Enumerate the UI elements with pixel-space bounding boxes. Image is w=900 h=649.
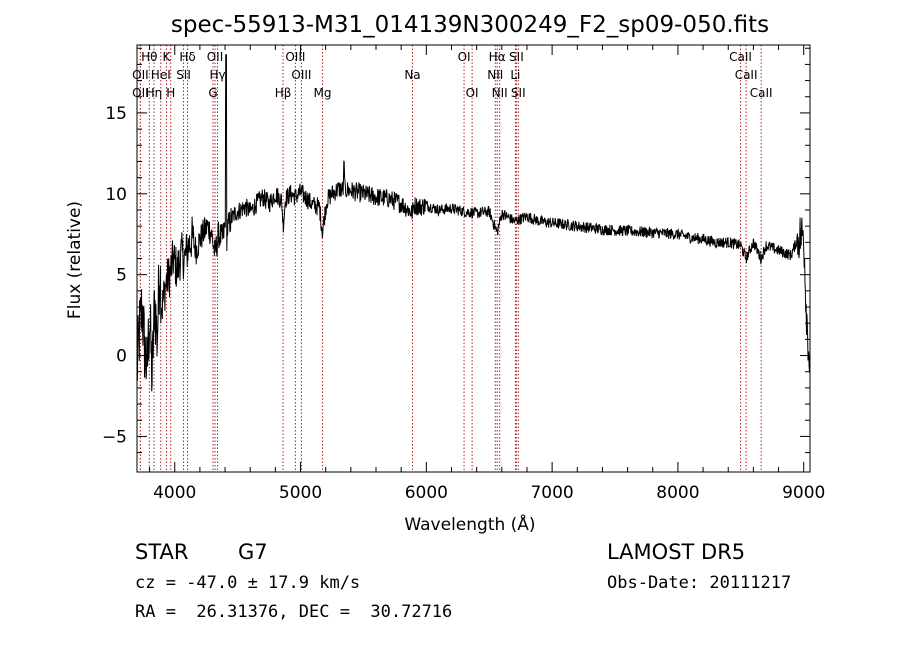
line-label-12: Hγ (209, 68, 225, 82)
y-tick-label-1: 0 (116, 347, 127, 367)
y-tick-label-3: 10 (105, 185, 127, 205)
cz-label: cz = -47.0 ± 17.9 km/s (135, 573, 361, 593)
line-label-18: OII (132, 86, 149, 100)
line-label-22: Hβ (275, 86, 292, 100)
spectrum-line (136, 54, 811, 392)
line-label-25: NII (492, 86, 508, 100)
line-label-21: G (208, 86, 217, 100)
line-label-0: Hθ (141, 50, 157, 64)
y-tick-label-2: 5 (116, 266, 127, 286)
survey-label: LAMOST DR5 (607, 540, 746, 564)
x-tick-label-3: 7000 (530, 483, 573, 503)
class-label: STAR (135, 540, 189, 564)
y-axis-label: Flux (relative) (65, 201, 85, 319)
line-label-23: Mg (314, 86, 332, 100)
line-label-3: OII (207, 50, 224, 64)
line-label-8: CaII (729, 50, 752, 64)
line-label-6: Hα (489, 50, 506, 64)
line-label-7: SII (509, 50, 524, 64)
plot-frame (136, 44, 811, 473)
line-label-17: CaII (735, 68, 758, 82)
line-label-13: OIII (291, 68, 311, 82)
x-tick-label-5: 9000 (782, 483, 825, 503)
line-label-15: NII (487, 68, 503, 82)
line-label-26: SII (511, 86, 526, 100)
x-tick-label-4: 8000 (656, 483, 699, 503)
x-tick-label-2: 6000 (405, 483, 448, 503)
x-tick-label-1: 5000 (279, 483, 322, 503)
line-label-16: Li (510, 68, 520, 82)
obs-date-label: Obs-Date: 20111217 (607, 573, 792, 593)
y-tick-label-0: −5 (102, 427, 127, 447)
line-label-1: K (162, 50, 171, 64)
chart-title: spec-55913-M31_014139N300249_F2_sp09-050… (171, 12, 769, 38)
coords-label: RA = 26.31376, DEC = 30.72716 (135, 602, 453, 622)
line-label-11: SII (176, 68, 191, 82)
subclass-label: G7 (238, 540, 268, 564)
line-label-4: OIII (285, 50, 305, 64)
line-label-5: OI (458, 50, 471, 64)
line-label-19: Hη (146, 86, 163, 100)
line-label-10: HeI (151, 68, 171, 82)
line-label-20: H (166, 86, 175, 100)
line-label-24: OI (466, 86, 479, 100)
x-axis-label: Wavelength (Å) (404, 513, 535, 535)
line-label-27: CaII (750, 86, 773, 100)
line-label-9: OII (132, 68, 149, 82)
y-tick-label-4: 15 (105, 104, 127, 124)
line-label-14: Na (404, 68, 420, 82)
line-label-2: Hδ (179, 50, 195, 64)
line-markers (139, 45, 762, 472)
x-tick-label-0: 4000 (153, 483, 196, 503)
axis-ticks: 4000 5000 6000 7000 8000 9000 −5 0 5 10 15 (102, 45, 825, 503)
